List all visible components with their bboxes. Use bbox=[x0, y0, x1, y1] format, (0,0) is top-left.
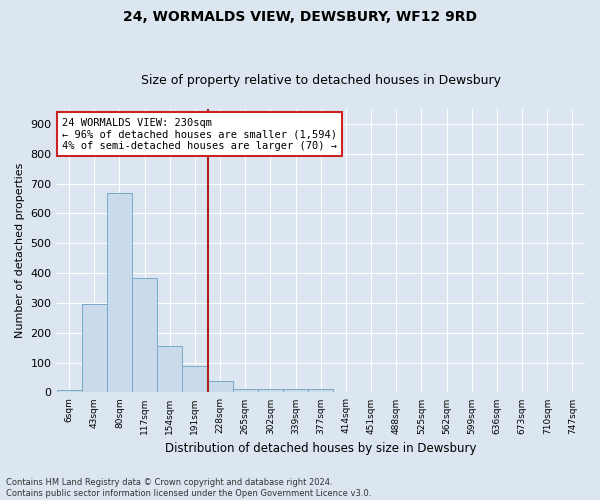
Bar bbox=[233, 388, 258, 392]
Text: 24, WORMALDS VIEW, DEWSBURY, WF12 9RD: 24, WORMALDS VIEW, DEWSBURY, WF12 9RD bbox=[123, 10, 477, 24]
Bar bbox=[132, 278, 157, 392]
Y-axis label: Number of detached properties: Number of detached properties bbox=[15, 163, 25, 338]
Bar bbox=[308, 390, 334, 392]
Text: Contains HM Land Registry data © Crown copyright and database right 2024.
Contai: Contains HM Land Registry data © Crown c… bbox=[6, 478, 371, 498]
Title: Size of property relative to detached houses in Dewsbury: Size of property relative to detached ho… bbox=[141, 74, 501, 87]
Text: 24 WORMALDS VIEW: 230sqm
← 96% of detached houses are smaller (1,594)
4% of semi: 24 WORMALDS VIEW: 230sqm ← 96% of detach… bbox=[62, 118, 337, 150]
Bar bbox=[208, 382, 233, 392]
Bar bbox=[82, 304, 107, 392]
Bar bbox=[157, 346, 182, 393]
X-axis label: Distribution of detached houses by size in Dewsbury: Distribution of detached houses by size … bbox=[165, 442, 476, 455]
Bar bbox=[258, 389, 283, 392]
Bar bbox=[283, 389, 308, 392]
Bar bbox=[182, 366, 208, 392]
Bar bbox=[56, 390, 82, 392]
Bar bbox=[107, 192, 132, 392]
